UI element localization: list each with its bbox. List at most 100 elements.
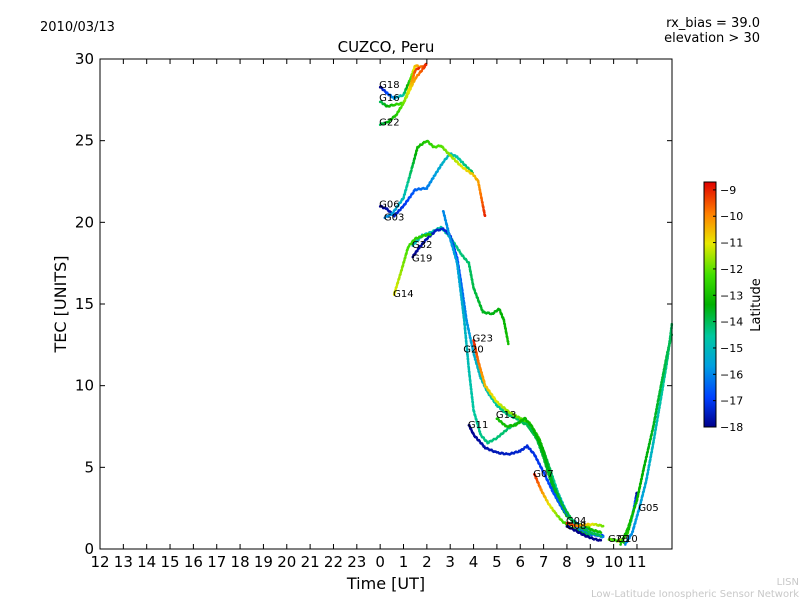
data-point [504,327,508,331]
satellite-label-g04: G04 [566,516,586,527]
data-point [547,468,550,471]
plot-frame [99,58,673,550]
data-point [479,193,483,197]
data-point [464,315,468,318]
satellite-label-g10: G10 [617,534,637,545]
series-g22 [378,63,428,126]
data-point [551,480,554,484]
x-tick-label: 14 [137,553,156,571]
x-axis-label: Time [UT] [346,574,425,593]
data-point [403,90,407,94]
data-point [470,342,473,345]
data-point [647,445,651,448]
satellite-label-g32: G32 [412,240,432,251]
series-g32 [411,225,510,346]
data-point [402,195,406,199]
x-tick-label: 18 [231,553,250,571]
data-layer [378,62,674,546]
data-point [412,74,416,77]
x-tick-label: 22 [324,553,343,571]
x-axis-ticks: 12 13 14 15 16 17 18 19 20 21 22 23 0 1 2 3 4 5 6 7 8 9 10 11 [90,59,647,571]
data-point [467,329,471,332]
data-point [601,524,605,528]
data-point [659,383,663,386]
data-point [473,289,477,293]
x-tick-label: 19 [254,553,273,571]
data-point [467,362,470,366]
data-point [465,342,468,345]
x-tick-label: 20 [277,553,296,571]
data-point [661,388,664,391]
data-point [465,319,469,323]
data-point [483,380,486,384]
data-point [472,410,476,414]
data-point [469,380,472,384]
series-g13 [495,416,603,538]
data-point [405,251,408,255]
data-point [665,353,669,356]
data-point [465,345,469,348]
data-point [661,383,665,387]
data-point [478,363,481,367]
data-point [429,233,432,236]
data-point [432,176,435,180]
data-point [658,405,661,409]
data-point [649,458,652,461]
data-point [601,535,605,538]
x-tick-label: 3 [445,553,455,571]
data-point [659,396,663,399]
data-point [659,388,662,391]
data-point [668,340,672,344]
data-point [631,529,635,533]
data-point [662,370,665,374]
data-point [638,485,642,488]
satellite-label-g23: G23 [473,333,493,344]
data-point [463,324,467,328]
data-point [599,534,603,538]
series-unlabeled-18 [619,333,673,546]
data-point [661,375,665,379]
data-point [538,441,541,445]
colorbar-tick-label: −10 [720,210,743,223]
data-point [643,463,647,466]
x-tick-label: 0 [375,553,385,571]
data-point [500,313,504,317]
y-tick-label: 15 [75,295,94,313]
data-point [645,476,649,479]
colorbar-tick-label: −9 [720,184,736,197]
y-tick-label: 0 [84,540,94,558]
data-point [459,291,463,295]
satellite-label-g19: G19 [412,253,432,264]
data-point [478,301,481,305]
data-point [403,99,407,102]
x-tick-label: 7 [539,553,549,571]
data-point [641,472,644,475]
data-point [466,355,470,358]
data-point [396,280,400,284]
data-point [478,188,482,192]
elevation-label: elevation > 30 [664,31,760,46]
y-tick-label: 5 [84,458,94,476]
data-point [469,270,473,274]
data-point [474,348,478,351]
data-point [534,432,537,435]
data-point [664,362,667,366]
data-point [599,538,603,542]
chart-title: CUZCO, Peru [338,38,435,56]
data-point [404,188,408,191]
data-point [656,413,660,417]
data-point [455,258,458,261]
colorbar-tick-label: −11 [720,237,743,250]
data-point [648,463,651,466]
data-point [424,63,428,67]
x-tick-label: 9 [586,553,596,571]
data-point [656,418,659,422]
satellite-label-g18: G18 [379,80,399,91]
data-point [628,521,632,525]
data-point [413,156,417,160]
data-point [667,345,671,348]
data-point [649,437,652,441]
data-point [465,350,469,353]
series-g03 [383,139,487,220]
